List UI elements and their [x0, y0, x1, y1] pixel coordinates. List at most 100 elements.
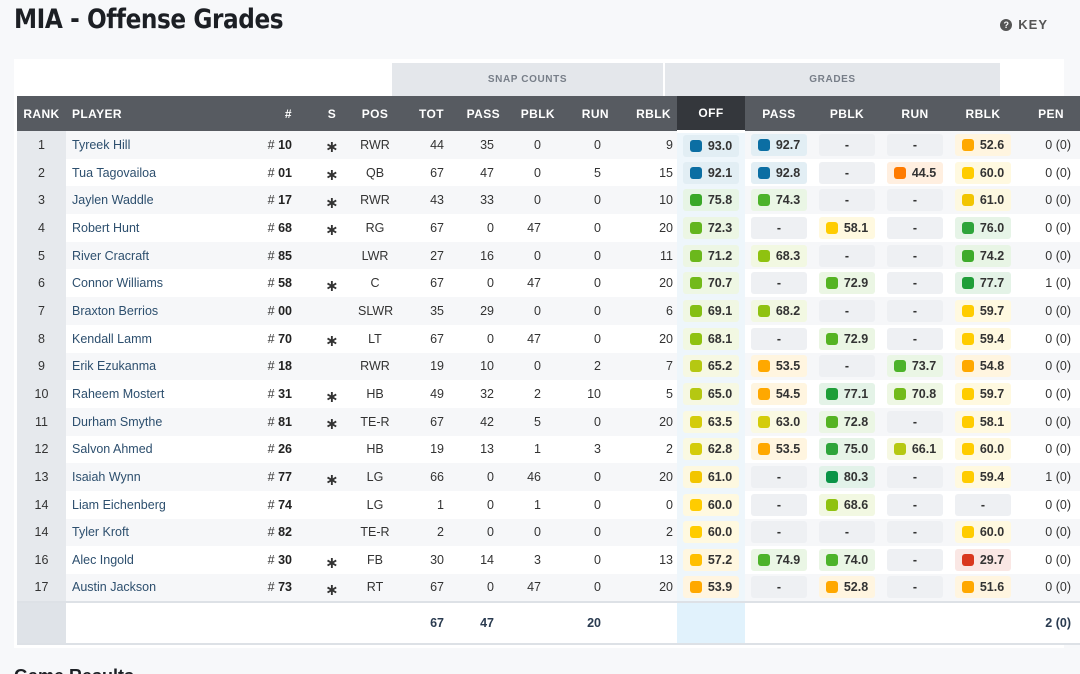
- grade-badge: 74.0: [819, 549, 875, 572]
- snaps-rblk: 20: [619, 574, 677, 602]
- starter-icon: ∗: [310, 546, 354, 574]
- player-link[interactable]: Tyreek Hill: [66, 131, 246, 159]
- player-link[interactable]: River Cracraft: [66, 241, 246, 270]
- run-grade-cell: -: [881, 241, 949, 270]
- grade-value: -: [844, 193, 850, 208]
- col-rank[interactable]: RANK: [17, 96, 66, 131]
- starter-icon: ∗: [310, 324, 354, 353]
- rank-cell: 10: [17, 380, 66, 408]
- player-link[interactable]: Robert Hunt: [66, 214, 246, 242]
- grade-value: 92.1: [707, 165, 733, 180]
- player-link[interactable]: Connor Williams: [66, 269, 246, 298]
- col-rblk-snaps[interactable]: RBLK: [619, 96, 677, 131]
- snaps-run: 3: [561, 435, 619, 464]
- rblk-grade-cell: 54.8: [949, 352, 1017, 381]
- player-link[interactable]: Alec Ingold: [66, 546, 246, 574]
- grade-swatch-icon: [961, 471, 974, 484]
- total-run: 20: [561, 600, 619, 645]
- player-link[interactable]: Isaiah Wynn: [66, 463, 246, 491]
- pblk-grade-cell: 74.0: [813, 546, 881, 574]
- grade-badge: -: [887, 410, 943, 433]
- table-row: 16 Alec Ingold # 30 ∗ FB 30 14 3 0 13 57.2 74.9 74.0…: [17, 546, 1080, 574]
- grade-badge: 72.9: [819, 272, 875, 295]
- jersey-cell: # 31: [246, 380, 310, 408]
- col-pass-snaps[interactable]: PASS: [454, 96, 506, 131]
- grade-swatch-icon: [825, 471, 838, 484]
- jersey-cell: # 68: [246, 214, 310, 242]
- run-grade-cell: -: [881, 131, 949, 159]
- snaps-run: 0: [561, 490, 619, 519]
- snaps-pass: 42: [454, 407, 506, 436]
- penalties-cell: 0 (0): [1017, 546, 1080, 574]
- player-link[interactable]: Austin Jackson: [66, 574, 246, 602]
- grade-swatch-icon: [689, 526, 702, 539]
- offense-grades-card: SNAP COUNTS GRADES RANK PLAYER # S POS T…: [14, 59, 1080, 648]
- snaps-pblk: 0: [506, 131, 561, 159]
- player-link[interactable]: Durham Smythe: [66, 407, 246, 436]
- col-player[interactable]: PLAYER: [66, 96, 246, 131]
- col-rblk-grade[interactable]: RBLK: [949, 96, 1017, 131]
- snaps-rblk: 2: [619, 518, 677, 547]
- grade-value: 72.9: [843, 331, 869, 346]
- snaps-run: 0: [561, 518, 619, 547]
- col-pblk-snaps[interactable]: PBLK: [506, 96, 561, 131]
- grade-badge: 63.5: [683, 410, 739, 433]
- grade-badge: 58.1: [955, 410, 1011, 433]
- snaps-pass: 0: [454, 463, 506, 491]
- player-link[interactable]: Kendall Lamm: [66, 324, 246, 353]
- key-button[interactable]: ? KEY: [1000, 17, 1048, 32]
- col-off-grade[interactable]: OFF: [677, 96, 745, 133]
- col-pblk-grade[interactable]: PBLK: [813, 96, 881, 131]
- col-pass-grade[interactable]: PASS: [745, 96, 813, 131]
- penalties-cell: 0 (0): [1017, 241, 1080, 270]
- col-pos[interactable]: POS: [354, 96, 396, 131]
- player-link[interactable]: Salvon Ahmed: [66, 435, 246, 464]
- position-cell: LT: [354, 324, 396, 353]
- grade-badge: 53.5: [751, 438, 807, 461]
- col-run-grade[interactable]: RUN: [881, 96, 949, 131]
- off-grade-cell: 65.0: [677, 380, 745, 408]
- col-tot[interactable]: TOT: [396, 96, 454, 131]
- jersey-prefix: #: [267, 193, 279, 208]
- grade-badge: 70.8: [887, 383, 943, 406]
- col-run-snaps[interactable]: RUN: [561, 96, 619, 131]
- rank-cell: 1: [17, 131, 66, 159]
- pass-grade-cell: -: [745, 574, 813, 602]
- player-link[interactable]: Erik Ezukanma: [66, 352, 246, 381]
- pblk-grade-cell: 72.9: [813, 269, 881, 298]
- snaps-pass: 0: [454, 214, 506, 242]
- grade-badge: -: [751, 327, 807, 350]
- grade-badge: 59.4: [955, 466, 1011, 489]
- snaps-rblk: 20: [619, 407, 677, 436]
- col-jersey[interactable]: #: [246, 96, 310, 131]
- rblk-grade-cell: 29.7: [949, 546, 1017, 574]
- player-link[interactable]: Braxton Berrios: [66, 297, 246, 325]
- grade-value: -: [912, 303, 918, 318]
- snaps-tot: 67: [396, 407, 454, 436]
- col-starter[interactable]: S: [310, 96, 354, 131]
- jersey-prefix: #: [267, 248, 279, 263]
- col-pen[interactable]: PEN: [1017, 96, 1080, 131]
- jersey-cell: # 01: [246, 158, 310, 187]
- grade-badge: 52.8: [819, 576, 875, 599]
- snaps-tot: 67: [396, 158, 454, 187]
- player-link[interactable]: Tyler Kroft: [66, 518, 246, 547]
- position-cell: RWR: [354, 186, 396, 215]
- run-grade-cell: -: [881, 490, 949, 519]
- grade-badge: -: [887, 189, 943, 212]
- pass-grade-cell: 74.9: [745, 546, 813, 574]
- table-row: 14 Liam Eichenberg # 74 LG 1 0 1 0 0 60.0-68.6- -0…: [17, 490, 1080, 519]
- snaps-rblk: 9: [619, 131, 677, 159]
- off-grade-cell: 69.1: [677, 297, 745, 325]
- player-link[interactable]: Liam Eichenberg: [66, 490, 246, 519]
- jersey-number: 01: [278, 165, 292, 180]
- player-link[interactable]: Raheem Mostert: [66, 380, 246, 408]
- table-row: 6 Connor Williams # 58 ∗ C 67 0 47 0 20 70.7-72.9-…: [17, 269, 1080, 298]
- player-link[interactable]: Tua Tagovailoa: [66, 158, 246, 187]
- grade-badge: 68.2: [751, 299, 807, 322]
- jersey-prefix: #: [267, 497, 279, 512]
- column-header-row: RANK PLAYER # S POS TOT PASS PBLK RUN RB…: [17, 96, 1080, 133]
- player-link[interactable]: Jaylen Waddle: [66, 186, 246, 215]
- grade-swatch-icon: [825, 388, 838, 401]
- grade-value: 92.8: [775, 165, 801, 180]
